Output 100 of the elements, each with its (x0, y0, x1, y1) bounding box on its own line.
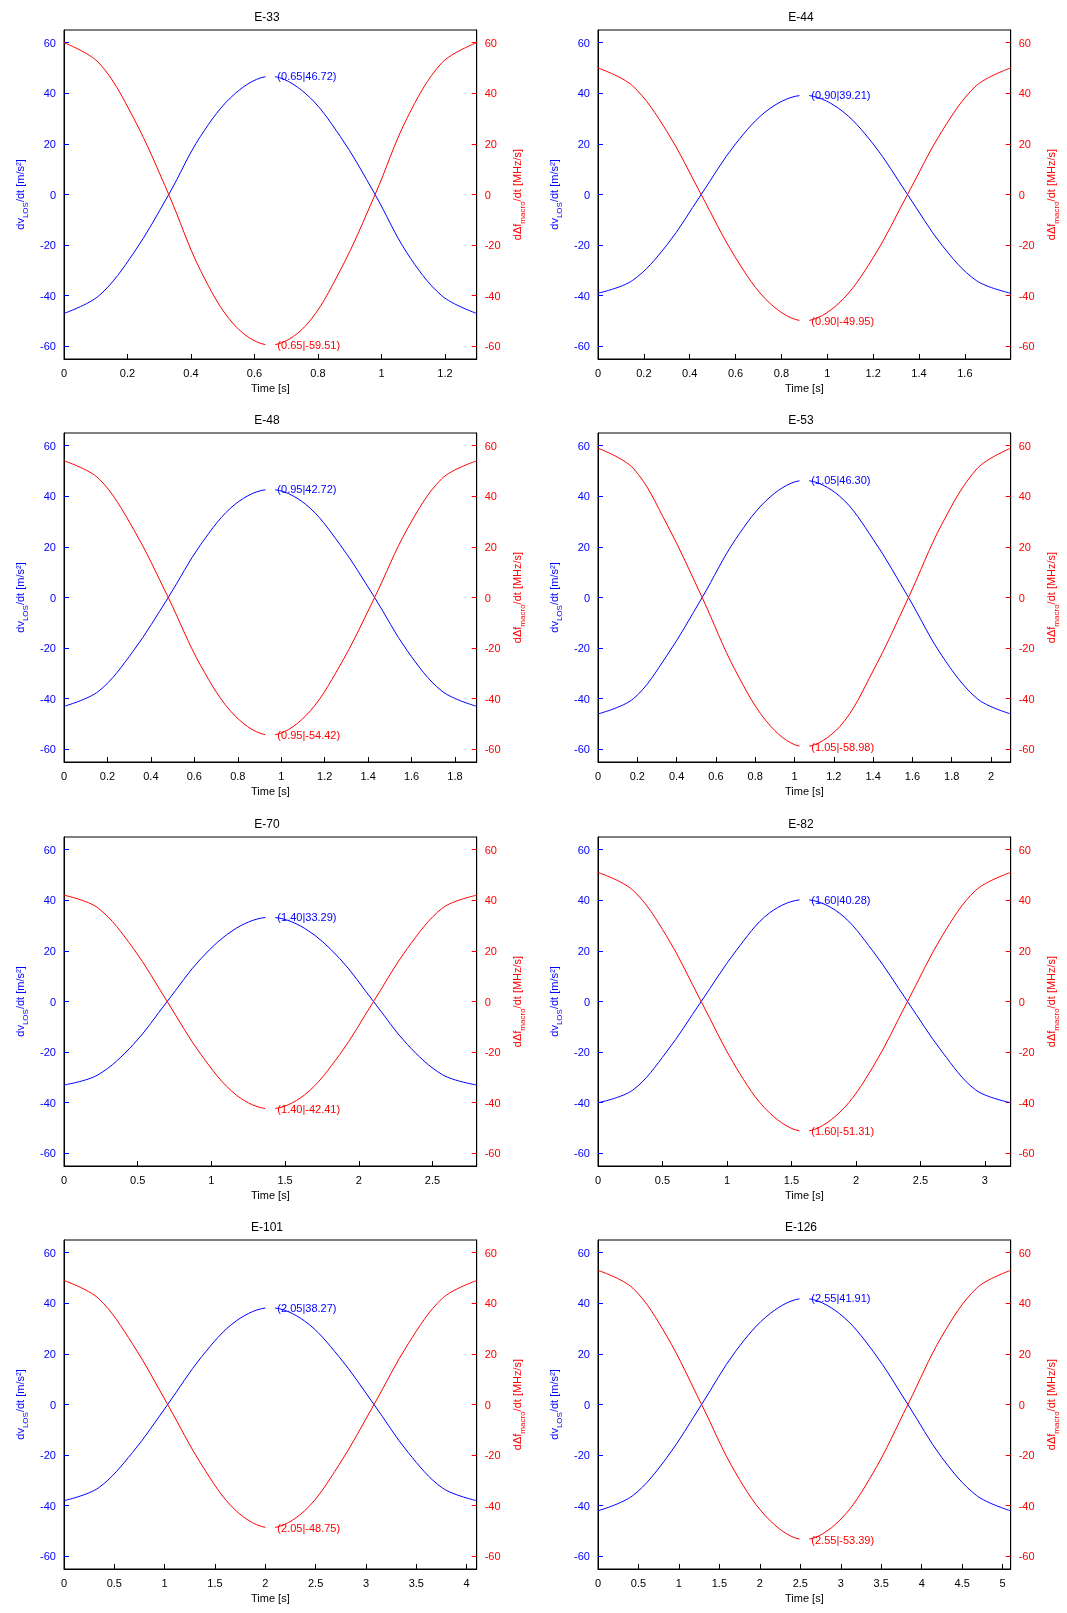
x-tick-label: 0.8 (230, 769, 246, 782)
annotation: (0.65|-59.51) (277, 339, 341, 352)
annotation: (1.05|46.30) (810, 474, 870, 487)
x-tick-label: 1.8 (943, 769, 959, 782)
x-tick-label: 0 (594, 1576, 601, 1589)
x-tick-label: 1.4 (360, 769, 376, 782)
y-axis-title: dvLOS/dt [m/s²] (547, 965, 564, 1037)
x-tick-label: 1 (208, 1173, 215, 1185)
x-tick-label: 4.5 (954, 1576, 970, 1589)
x-tick-label: 0.4 (183, 366, 199, 379)
x-tick-label: 0.2 (119, 366, 136, 379)
y2-tick-label: -40 (484, 692, 501, 705)
y-tick-label: 0 (49, 591, 56, 604)
y-tick-label: 20 (577, 1347, 590, 1360)
x-tick-label: 1.6 (956, 366, 972, 379)
y2-tick-label: -40 (1018, 1499, 1035, 1512)
y-tick-label: -60 (40, 1146, 56, 1159)
y-axis-title: dvLOS/dt [m/s²] (547, 159, 564, 230)
annotation: (0.65|46.72) (277, 70, 337, 83)
y2-tick-label: 60 (484, 843, 497, 856)
y2-tick-label: 20 (1018, 944, 1031, 957)
y-tick-label: -40 (40, 289, 56, 302)
y2-tick-label: -20 (1018, 239, 1035, 252)
x-tick-label: 0.8 (747, 769, 763, 782)
annotation: (2.05|38.27) (277, 1301, 337, 1314)
x-axis-title: Time [s] (250, 785, 290, 798)
y2-tick-label: 0 (484, 188, 491, 201)
x-tick-label: 0 (60, 1576, 68, 1589)
x-tick-label: 1 (675, 1576, 682, 1589)
x-tick-label: 3.5 (408, 1576, 424, 1589)
y-tick-label: 40 (577, 893, 590, 906)
y2-tick-label: 20 (484, 1347, 497, 1360)
x-tick-label: 2 (852, 1173, 859, 1185)
y-tick-label: 0 (49, 188, 56, 201)
y2-axis-title: dΔfmacro/dt [MHz/s] (511, 1358, 527, 1450)
annotation: (1.60|40.28) (810, 893, 870, 906)
x-axis-title: Time [s] (784, 1592, 824, 1605)
x-axis-title: Time [s] (784, 785, 824, 798)
x-tick-label: 1.2 (864, 366, 881, 379)
y2-tick-label: -40 (1018, 692, 1035, 705)
y-tick-label: -20 (40, 1045, 56, 1058)
annotation: (1.40|33.29) (277, 910, 337, 923)
y-axis-title: dvLOS/dt [m/s²] (14, 562, 30, 633)
x-tick-label: 3.5 (873, 1576, 889, 1589)
y-tick-label: 40 (43, 87, 56, 100)
x-tick-label: 3 (981, 1173, 988, 1185)
y2-tick-label: 0 (1018, 1398, 1025, 1411)
x-tick-label: 1 (161, 1576, 168, 1589)
y2-tick-label: 0 (1018, 995, 1025, 1007)
y-tick-label: -40 (40, 1499, 56, 1512)
x-tick-label: 1 (790, 769, 798, 782)
y-tick-label: 60 (43, 36, 56, 49)
annotation: (2.05|-48.75) (277, 1521, 341, 1534)
y-tick-label: -40 (573, 289, 590, 302)
y-tick-label: -40 (40, 1096, 56, 1109)
x-tick-label: 1.5 (277, 1173, 293, 1185)
y2-tick-label: -20 (1018, 642, 1035, 655)
x-tick-label: 4 (463, 1576, 470, 1589)
x-tick-label: 0.4 (668, 769, 684, 782)
y2-tick-label: -60 (484, 1550, 501, 1563)
y2-axis-title: dΔfmacro/dt [MHz/s] (1044, 552, 1060, 644)
y2-tick-label: -40 (1018, 1096, 1035, 1109)
x-tick-label: 5 (999, 1576, 1006, 1589)
y-tick-label: -40 (573, 1096, 590, 1109)
y-tick-label: 20 (43, 944, 56, 957)
y2-tick-label: 0 (1018, 188, 1025, 201)
y-tick-label: -40 (573, 1499, 590, 1512)
y2-tick-label: -20 (484, 1448, 501, 1461)
y-tick-label: -60 (573, 1550, 590, 1563)
x-tick-label: 2.5 (912, 1173, 928, 1185)
x-tick-label: 1 (278, 769, 285, 782)
y2-axis-title: dΔfmacro/dt [MHz/s] (1044, 955, 1060, 1047)
y-tick-label: -60 (40, 743, 56, 756)
y-tick-label: 20 (43, 541, 56, 554)
x-tick-label: 0.8 (310, 366, 326, 379)
chart-title: E-33 (254, 10, 280, 24)
y-tick-label: -40 (40, 692, 56, 705)
x-tick-label: 1.5 (711, 1576, 727, 1589)
y-tick-label: -20 (573, 642, 590, 655)
y-tick-label: 40 (577, 1297, 590, 1310)
y2-tick-label: -20 (484, 642, 501, 655)
x-tick-label: 0 (594, 769, 601, 782)
y-tick-label: -20 (40, 642, 56, 655)
y2-axis-title: dΔfmacro/dt [MHz/s] (1044, 148, 1060, 241)
x-tick-label: 0.4 (681, 366, 697, 379)
y2-axis-title: dΔfmacro/dt [MHz/s] (1044, 1358, 1060, 1450)
annotation: (1.40|-42.41) (277, 1102, 341, 1115)
y2-tick-label: 60 (1018, 36, 1031, 49)
annotation: (0.95|-54.42) (277, 729, 341, 742)
y-tick-label: 20 (577, 541, 590, 554)
y2-tick-label: 60 (484, 36, 497, 49)
y2-tick-label: 60 (484, 439, 497, 452)
y2-tick-label: 40 (484, 87, 497, 100)
x-tick-label: 2.5 (424, 1173, 441, 1185)
y2-tick-label: -60 (484, 340, 501, 353)
x-tick-label: 2.5 (308, 1576, 324, 1589)
y2-axis-title: dΔfmacro/dt [MHz/s] (511, 552, 527, 644)
y2-tick-label: 0 (484, 591, 491, 604)
y2-tick-label: 40 (484, 490, 497, 503)
x-tick-label: 2 (355, 1173, 362, 1185)
